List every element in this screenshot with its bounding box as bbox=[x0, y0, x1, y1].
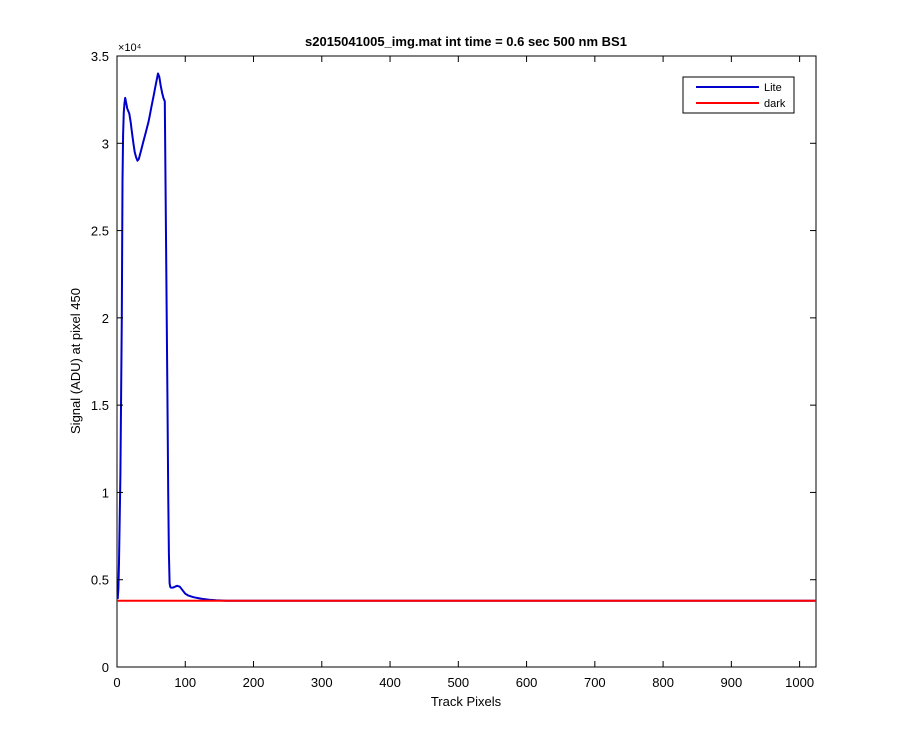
series-layer bbox=[116, 72, 816, 602]
x-tick-label: 400 bbox=[379, 675, 401, 690]
y-tick-label: 3.5 bbox=[91, 49, 109, 64]
x-tick-label: 600 bbox=[516, 675, 538, 690]
chart-title: s2015041005_img.mat int time = 0.6 sec 5… bbox=[305, 34, 627, 49]
y-exponent-label: ×10⁴ bbox=[118, 42, 142, 54]
legend[interactable]: Lite dark bbox=[682, 76, 795, 114]
x-tick-label: 500 bbox=[447, 675, 469, 690]
x-tick-label: 300 bbox=[311, 675, 333, 690]
legend-label-dark: dark bbox=[764, 98, 786, 110]
axes-box bbox=[116, 55, 817, 668]
x-tick-label: 1000 bbox=[785, 675, 814, 690]
y-tick-label: 1 bbox=[102, 485, 109, 500]
series-line-lite bbox=[116, 72, 816, 602]
plot-area: 0 100 200 300 400 500 600 700 800 900 1000 0 0.5 1 1.… bbox=[91, 49, 817, 690]
x-tick-label: 700 bbox=[584, 675, 606, 690]
x-axis-label: Track Pixels bbox=[431, 694, 502, 709]
x-tick-label: 200 bbox=[243, 675, 265, 690]
y-tick-label: 0 bbox=[102, 660, 109, 675]
y-ticks: 0 0.5 1 1.5 2 2.5 3 3.5 bbox=[91, 49, 816, 675]
x-ticks: 0 100 200 300 400 500 600 700 800 900 1000 bbox=[113, 56, 814, 690]
y-tick-label: 2 bbox=[102, 311, 109, 326]
x-tick-label: 900 bbox=[721, 675, 743, 690]
y-tick-label: 1.5 bbox=[91, 398, 109, 413]
x-tick-label: 800 bbox=[652, 675, 674, 690]
legend-box bbox=[682, 76, 795, 114]
x-tick-label: 100 bbox=[174, 675, 196, 690]
y-tick-label: 2.5 bbox=[91, 224, 109, 239]
legend-label-lite: Lite bbox=[764, 82, 782, 94]
y-tick-label: 3 bbox=[102, 136, 109, 151]
y-tick-label: 0.5 bbox=[91, 573, 109, 588]
x-tick-label: 0 bbox=[113, 675, 120, 690]
y-axis-label: Signal (ADU) at pixel 450 bbox=[68, 288, 83, 434]
